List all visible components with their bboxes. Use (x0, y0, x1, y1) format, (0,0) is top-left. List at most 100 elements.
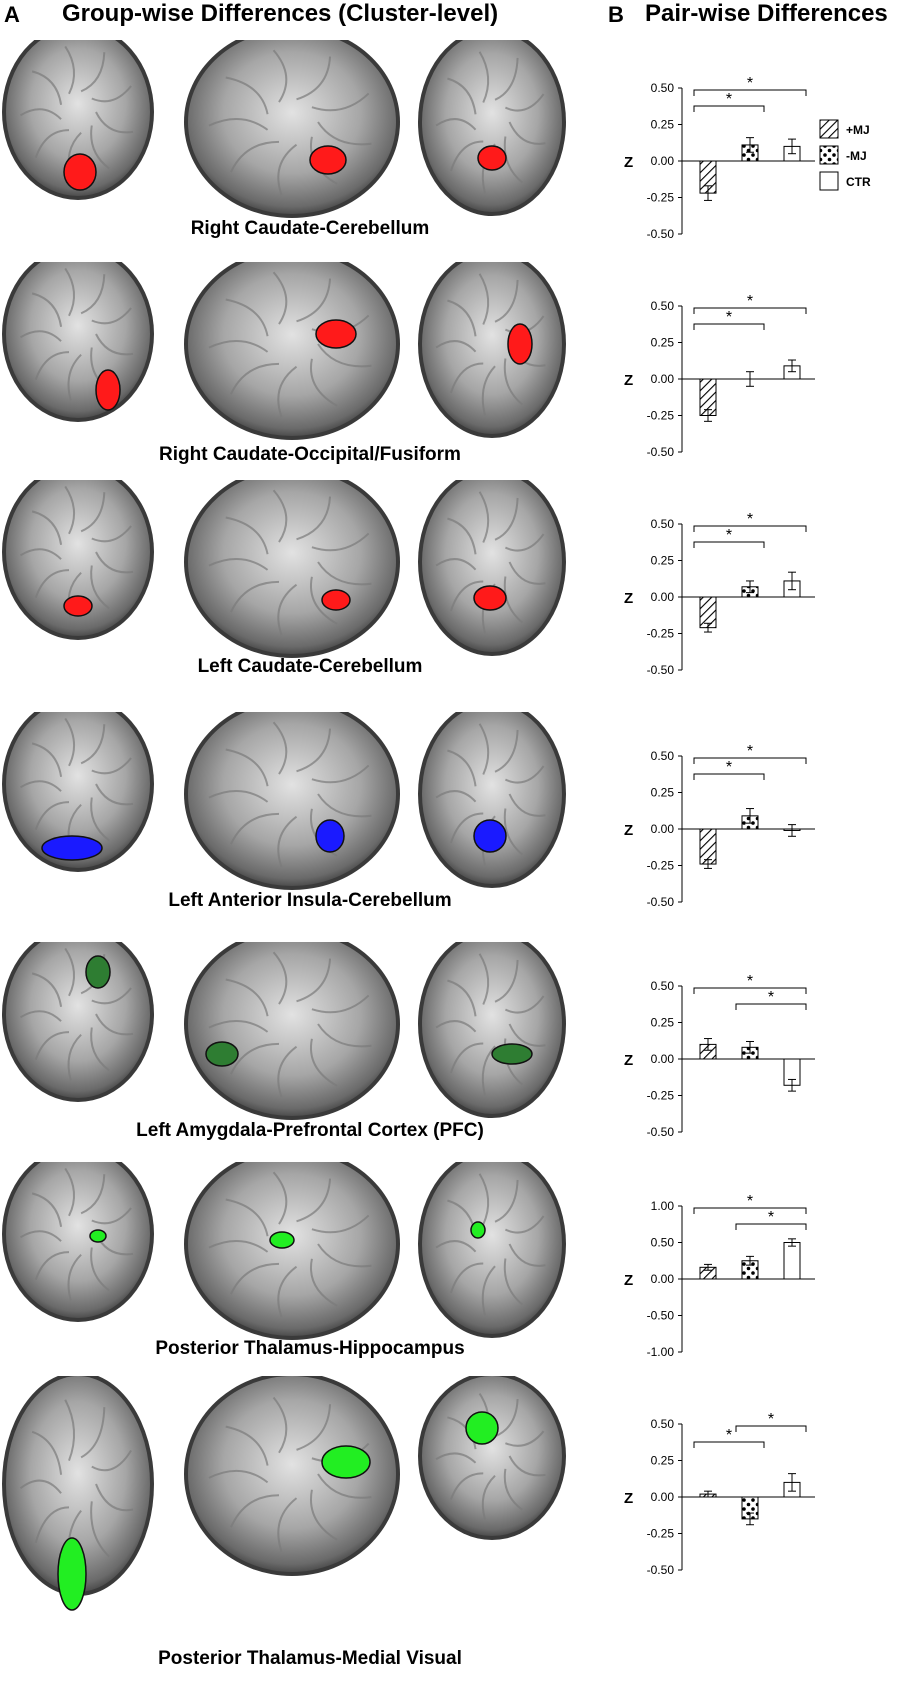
cluster-highlight (491, 1043, 533, 1065)
cluster-highlight (63, 153, 97, 191)
significance-star: * (747, 1193, 753, 1210)
brain-panels (2, 712, 566, 890)
y-axis-label: Z (624, 822, 633, 839)
sagittal-slice (184, 1162, 400, 1340)
axial-slice (2, 1376, 154, 1596)
bar-ctr (783, 1242, 801, 1280)
coronal-slice (418, 712, 566, 888)
legend-swatch (819, 145, 839, 165)
y-tick-label: 0.50 (651, 749, 675, 763)
significance-star: * (747, 293, 753, 310)
significance-bracket: * (693, 91, 765, 112)
coronal-slice (418, 1376, 566, 1540)
significance-bracket: * (693, 973, 807, 994)
sagittal-slice (184, 480, 400, 658)
y-tick-label: 0.25 (651, 554, 675, 568)
cluster-highlight (315, 319, 357, 349)
significance-bracket: * (693, 511, 807, 532)
y-tick-label: -0.50 (647, 663, 675, 677)
y-tick-label: 0.00 (651, 822, 675, 836)
y-tick-label: 0.25 (651, 1454, 675, 1468)
figure-row: Posterior Thalamus-Hippocampus 1.00 0.50 0.… (0, 1162, 912, 1402)
y-axis-label: Z (624, 154, 633, 171)
cluster-highlight (465, 1411, 499, 1445)
error-bar (788, 1238, 796, 1247)
axial-slice (2, 40, 154, 200)
y-tick-label: 0.25 (651, 336, 675, 350)
sagittal-slice (184, 712, 400, 890)
significance-star: * (747, 973, 753, 990)
axial-slice (2, 262, 154, 422)
coronal-slice (418, 480, 566, 656)
cluster-highlight (473, 819, 507, 853)
cluster-label: Left Anterior Insula-Cerebellum (168, 890, 452, 911)
cluster-highlight (95, 369, 121, 411)
error-bar (788, 1078, 796, 1092)
panel-a-letter: A (4, 2, 20, 27)
significance-bracket: * (693, 309, 765, 330)
y-tick-label: -0.25 (647, 191, 675, 205)
y-tick-label: 0.50 (651, 979, 675, 993)
y-tick-label: 0.50 (651, 1236, 675, 1250)
error-bar (746, 808, 754, 824)
significance-star: * (768, 1411, 774, 1428)
significance-star: * (726, 1427, 732, 1444)
sagittal-slice (184, 1376, 400, 1576)
cluster-label: Left Amygdala-Prefrontal Cortex (PFC) (136, 1120, 484, 1141)
cluster-highlight (470, 1221, 486, 1239)
pairwise-bar-chart: 1.00 0.50 0.00 -0.50 -1.00 Z * * (624, 1193, 815, 1359)
error-bar (704, 1263, 712, 1271)
y-tick-label: 0.00 (651, 1052, 675, 1066)
figure-row: Left Amygdala-Prefrontal Cortex (PFC) 0.5… (0, 942, 912, 1182)
significance-star: * (747, 75, 753, 92)
significance-bracket: * (735, 1411, 807, 1432)
significance-bracket: * (693, 75, 807, 96)
y-tick-label: 0.25 (651, 118, 675, 132)
error-bar (788, 359, 796, 373)
brain-panels (2, 1376, 566, 1611)
figure-row: Right Caudate-Occipital/Fusiform 0.50 0.25… (0, 262, 912, 502)
y-tick-label: 0.50 (651, 517, 675, 531)
cluster-highlight (309, 145, 347, 175)
coronal-slice (418, 40, 566, 216)
cluster-highlight (85, 955, 111, 989)
figure-row: Right Caudate-Cerebellum 0.50 0.25 0.00 -0.2… (0, 40, 912, 280)
y-tick-label: -0.25 (647, 627, 675, 641)
cluster-label: Right Caudate-Cerebellum (190, 218, 430, 239)
legend-swatch (819, 171, 839, 191)
axial-slice (2, 480, 154, 640)
sagittal-slice (184, 942, 400, 1120)
y-tick-label: -0.50 (647, 1125, 675, 1139)
cluster-label: Posterior Thalamus-Medial Visual (158, 1648, 462, 1669)
y-tick-label: 0.50 (651, 1417, 675, 1431)
brain-panels (2, 262, 566, 440)
y-tick-label: 0.50 (651, 81, 675, 95)
cluster-highlight (477, 145, 507, 171)
y-tick-label: -0.25 (647, 859, 675, 873)
pairwise-bar-chart: 0.50 0.25 0.00 -0.25 -0.50 Z * * (624, 511, 815, 677)
significance-bracket: * (693, 1427, 765, 1448)
y-tick-label: -0.50 (647, 1563, 675, 1577)
significance-star: * (726, 759, 732, 776)
brain-panels (2, 480, 566, 658)
pairwise-bar-chart: 0.50 0.25 0.00 -0.25 -0.50 Z * * (624, 973, 815, 1139)
cluster-highlight (57, 1537, 87, 1611)
significance-star: * (726, 91, 732, 108)
panel-b-title: Pair-wise Differences (645, 0, 888, 27)
significance-bracket: * (735, 1209, 807, 1230)
error-bar (704, 1038, 712, 1051)
panel-b-letter: B (608, 2, 624, 27)
significance-bracket: * (693, 293, 807, 314)
panel-a-title: Group-wise Differences (Cluster-level) (62, 0, 499, 27)
y-tick-label: -0.50 (647, 1309, 675, 1323)
axial-slice (2, 712, 154, 872)
significance-star: * (768, 989, 774, 1006)
error-bar (788, 824, 796, 837)
axial-slice (2, 942, 154, 1102)
brain-panels (2, 942, 566, 1120)
pairwise-bar-chart: 0.50 0.25 0.00 -0.25 -0.50 Z * * (624, 293, 815, 459)
y-axis-label: Z (624, 590, 633, 607)
significance-star: * (747, 511, 753, 528)
error-bar (746, 1040, 754, 1054)
error-bar (746, 137, 754, 153)
